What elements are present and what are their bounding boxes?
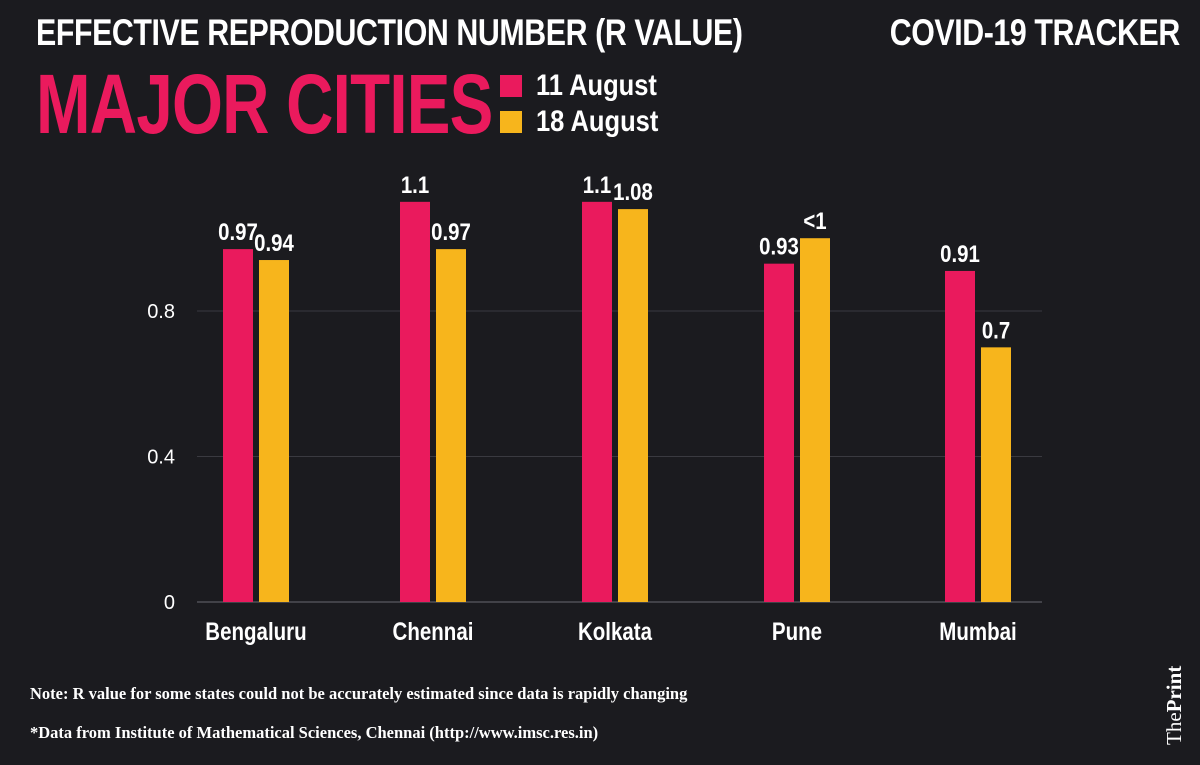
data-label: 0.93 — [759, 233, 799, 260]
bar — [764, 263, 794, 602]
bar — [945, 270, 975, 602]
footer-note: Note: R value for some states could not … — [30, 684, 688, 703]
bar — [259, 260, 289, 602]
data-label: 1.1 — [583, 171, 611, 198]
data-label: 1.1 — [401, 171, 429, 198]
bar — [981, 347, 1011, 602]
brand-prefix: The — [1162, 712, 1186, 745]
bar — [436, 249, 466, 602]
legend-swatch-18-august — [500, 111, 522, 133]
bar — [223, 249, 253, 602]
footer-source: *Data from Institute of Mathematical Sci… — [30, 723, 599, 742]
data-label: 0.7 — [982, 317, 1010, 344]
bar — [800, 238, 830, 602]
category-label: Bengaluru — [205, 617, 306, 645]
y-tick-label: 0 — [164, 592, 175, 614]
category-label: Kolkata — [578, 617, 652, 645]
data-label: 1.08 — [613, 179, 653, 206]
legend-label-11-august: 11 August — [536, 69, 657, 102]
legend-item-11-august: 11 August — [500, 68, 680, 104]
chart-subtitle: MAJOR CITIES — [36, 57, 493, 151]
chart-title: EFFECTIVE REPRODUCTION NUMBER (R VALUE) — [36, 12, 743, 53]
legend-label-18-august: 18 August — [536, 105, 659, 138]
bar — [618, 209, 648, 602]
tracker-label: COVID-19 TRACKER — [889, 12, 1181, 53]
data-label: <1 — [803, 208, 826, 235]
bar — [582, 201, 612, 603]
y-tick-label: 0.8 — [147, 301, 175, 323]
brand-logo: ThePrint — [1162, 666, 1187, 745]
data-label: 0.97 — [218, 219, 258, 246]
data-label: 0.97 — [431, 219, 471, 246]
category-label: Pune — [772, 617, 822, 645]
category-label: Chennai — [393, 617, 474, 645]
legend-swatch-11-august — [500, 75, 522, 97]
brand-name: Print — [1162, 665, 1186, 713]
legend: 11 August 18 August — [500, 68, 680, 140]
bar — [400, 201, 430, 603]
legend-item-18-august: 18 August — [500, 104, 680, 140]
data-label: 0.94 — [254, 229, 294, 256]
data-label: 0.91 — [940, 240, 980, 267]
category-label: Mumbai — [939, 617, 1016, 645]
y-tick-label: 0.4 — [147, 446, 175, 468]
